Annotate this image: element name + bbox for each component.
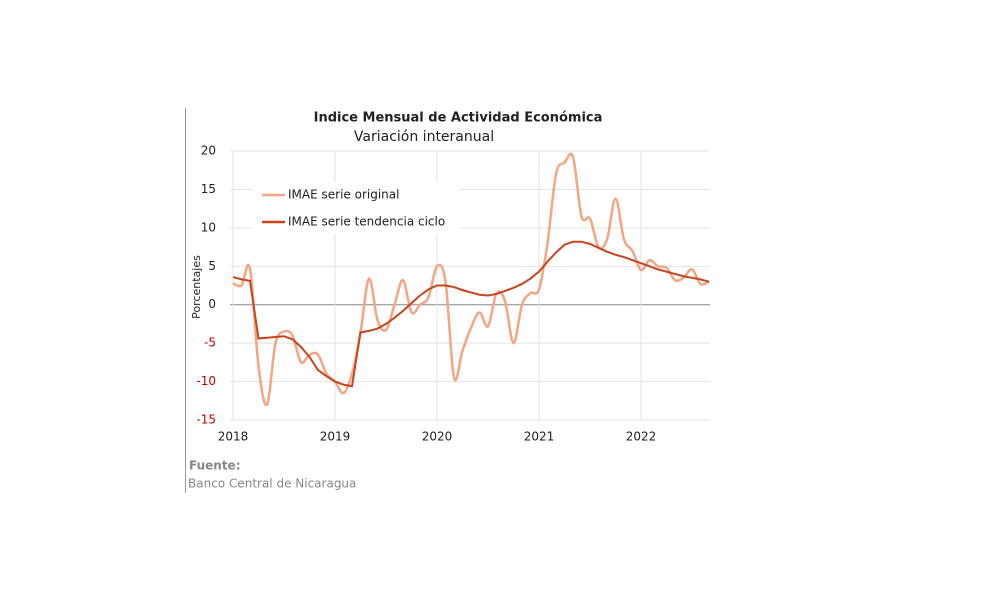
y-tick-label: -5: [204, 336, 216, 350]
y-axis-label: Porcentajes: [190, 255, 203, 319]
y-tick-label: 5: [208, 259, 216, 273]
source: Banco Central de Nicaragua: [188, 477, 356, 491]
series-line: [232, 240, 710, 388]
legend-box: [252, 182, 460, 234]
x-tick-label: 2019: [320, 430, 351, 444]
x-tick-label: 2020: [422, 430, 453, 444]
y-tick-label: 20: [201, 144, 216, 158]
chart-subtitle: Variación interanual: [354, 129, 494, 145]
legend-label: IMAE serie original: [288, 188, 399, 202]
chart-title: Indice Mensual de Actividad Económica: [314, 111, 603, 126]
y-tick-label: 10: [201, 220, 216, 234]
x-tick-label: 2022: [626, 430, 657, 444]
y-tick-label: 0: [208, 297, 216, 311]
x-tick-label: 2021: [524, 430, 555, 444]
legend-label: IMAE serie tendencia ciclo: [288, 215, 445, 229]
source-label: Fuente:: [189, 459, 241, 473]
y-tick-label: -15: [196, 413, 216, 427]
series-line: [232, 152, 710, 407]
x-tick-label: 2018: [218, 430, 249, 444]
y-tick-label: 15: [201, 182, 216, 196]
y-tick-label: -10: [196, 374, 216, 388]
